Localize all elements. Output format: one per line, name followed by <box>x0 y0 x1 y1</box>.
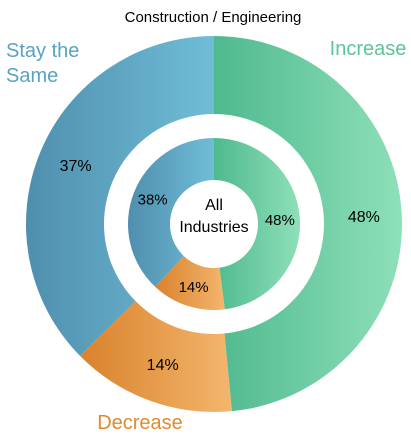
inner-slice-decrease <box>155 256 225 310</box>
outer-slice-decrease <box>80 301 232 412</box>
center-label-line-2: Industries <box>179 219 248 236</box>
inner-slice-increase <box>214 138 301 310</box>
inner-slice-stay <box>128 138 214 287</box>
outer-value-label-stay: 37% <box>60 158 92 175</box>
category-label-stay-line-2: Same <box>6 65 58 87</box>
slices-group <box>25 36 402 412</box>
value-labels-group: 48% 14% 37% 48% 14% 38% <box>60 158 380 374</box>
category-label-stay-line-1: Stay the <box>6 40 79 62</box>
category-label-decrease: Decrease <box>97 412 183 434</box>
inner-value-label-stay: 38% <box>138 192 168 209</box>
chart-title: Construction / Engineering <box>125 9 302 26</box>
outer-slice-stay <box>25 36 215 356</box>
outer-value-label-increase: 48% <box>348 209 380 226</box>
inner-value-label-decrease: 14% <box>179 279 209 296</box>
center-label-line-1: All <box>205 197 223 214</box>
inner-value-label-increase: 48% <box>265 212 295 229</box>
outer-slice-increase <box>214 36 402 412</box>
outer-value-label-decrease: 14% <box>147 357 179 374</box>
category-label-increase: Increase <box>330 38 407 60</box>
